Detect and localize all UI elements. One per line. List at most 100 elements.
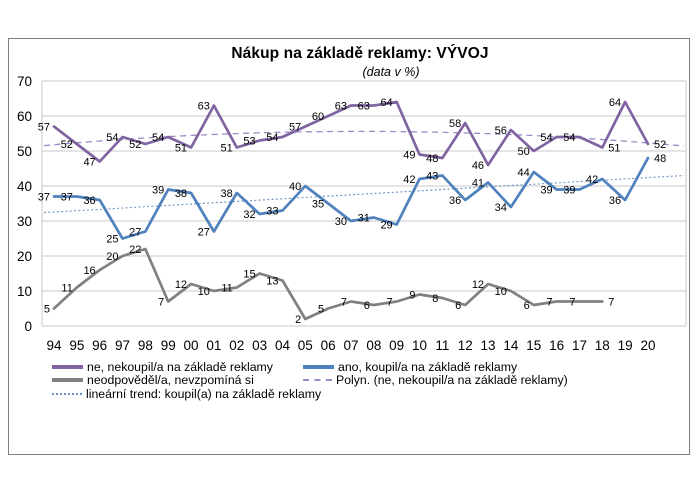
- legend-label-polyn-trend: Polyn. (ne, nekoupil/a na základě reklam…: [336, 373, 568, 387]
- legend-label-ano-koupil: ano, koupil/a na základě reklamy: [338, 360, 518, 374]
- x-axis-tick-label: 20: [640, 338, 655, 353]
- data-label-ano-koupil: 34: [495, 202, 507, 214]
- data-label-ne-nekoupil: 54: [106, 132, 118, 144]
- data-label-ne-nekoupil: 54: [563, 132, 575, 144]
- data-label-neodpovedel: 7: [608, 297, 614, 309]
- data-label-ne-nekoupil: 52: [129, 139, 141, 151]
- data-label-neodpovedel: 9: [409, 290, 415, 302]
- data-label-ano-koupil: 48: [654, 153, 666, 165]
- x-axis-tick-label: 04: [275, 338, 291, 353]
- data-label-ano-koupil: 29: [380, 220, 392, 232]
- data-label-neodpovedel: 13: [266, 276, 278, 288]
- legend-label-neodpovedel: neodpověděl/a, nevzpomíná si: [87, 373, 254, 387]
- x-axis-tick-label: 15: [526, 338, 541, 353]
- data-label-ano-koupil: 44: [518, 167, 530, 179]
- data-label-ne-nekoupil: 46: [472, 160, 484, 172]
- y-axis-tick-label: 40: [17, 179, 32, 194]
- legend-item-linearni-trend: lineární trend: koupil(a) na základě rek…: [52, 387, 321, 401]
- data-label-neodpovedel: 7: [387, 297, 393, 309]
- data-label-ne-nekoupil: 52: [61, 139, 73, 151]
- y-axis-tick-label: 30: [17, 214, 32, 229]
- data-label-ano-koupil: 43: [426, 171, 438, 183]
- data-label-neodpovedel: 12: [175, 279, 187, 291]
- data-label-ano-koupil: 42: [586, 174, 598, 186]
- data-label-ano-koupil: 37: [61, 192, 73, 204]
- x-axis-tick-label: 07: [343, 338, 358, 353]
- data-label-neodpovedel: 12: [472, 279, 484, 291]
- data-label-neodpovedel: 7: [546, 297, 552, 309]
- data-label-ano-koupil: 27: [198, 227, 210, 239]
- trendline-linear: [43, 174, 685, 214]
- data-label-ne-nekoupil: 54: [152, 132, 164, 144]
- x-axis-tick-label: 06: [321, 338, 336, 353]
- data-label-ne-nekoupil: 58: [449, 118, 461, 130]
- data-label-neodpovedel: 15: [243, 269, 255, 281]
- x-axis-tick-label: 98: [138, 338, 153, 353]
- data-label-neodpovedel: 7: [158, 297, 164, 309]
- x-axis-tick-label: 13: [481, 338, 496, 353]
- x-axis-tick-label: 11: [435, 338, 449, 353]
- y-axis-tick-label: 20: [17, 249, 32, 264]
- x-axis-tick-label: 95: [69, 338, 84, 353]
- data-label-ne-nekoupil: 60: [312, 111, 324, 123]
- series-line-ne-nekoupil: [52, 100, 650, 167]
- data-label-neodpovedel: 7: [341, 297, 347, 309]
- x-axis-tick-label: 14: [503, 338, 519, 353]
- data-label-neodpovedel: 8: [432, 293, 438, 305]
- x-axis-tick-label: 18: [595, 338, 610, 353]
- data-label-neodpovedel: 20: [106, 251, 118, 263]
- legend-swatch-ano-koupil-line: [303, 365, 334, 369]
- y-axis-tick-label: 70: [17, 74, 32, 89]
- x-axis-tick-label: 03: [252, 338, 267, 353]
- x-axis-tick-label: 00: [184, 338, 199, 353]
- data-label-ano-koupil: 40: [289, 181, 301, 193]
- legend-swatch-linearni-trend-line: [52, 393, 82, 395]
- legend-swatch-polyn-trend-line: [303, 379, 332, 381]
- data-label-neodpovedel: 6: [455, 300, 461, 312]
- data-label-ne-nekoupil: 63: [198, 101, 210, 113]
- data-label-ne-nekoupil: 50: [518, 146, 530, 158]
- data-label-ano-koupil: 42: [403, 174, 415, 186]
- data-label-ano-koupil: 38: [175, 188, 187, 200]
- legend-label-linearni-trend: lineární trend: koupil(a) na základě rek…: [86, 387, 322, 401]
- data-label-ano-koupil: 35: [312, 199, 324, 211]
- data-label-ano-koupil: 33: [266, 206, 278, 218]
- data-label-ano-koupil: 31: [358, 213, 370, 225]
- x-axis-tick-label: 99: [161, 338, 176, 353]
- data-label-ne-nekoupil: 51: [175, 143, 187, 155]
- data-label-ano-koupil: 38: [221, 188, 233, 200]
- trendline-polynomial: [43, 130, 685, 147]
- x-axis-tick-label: 01: [206, 338, 221, 353]
- chart-subtitle: (data v %): [362, 65, 420, 79]
- x-axis-tick-label: 10: [412, 338, 427, 353]
- data-label-ano-koupil: 27: [129, 227, 141, 239]
- data-label-ne-nekoupil: 56: [495, 125, 507, 137]
- data-label-neodpovedel: 10: [495, 286, 507, 298]
- data-label-neodpovedel: 2: [295, 314, 301, 326]
- x-axis-tick-label: 96: [92, 338, 107, 353]
- data-label-neodpovedel: 5: [44, 304, 50, 316]
- series-line-neodpovedel: [52, 247, 604, 321]
- data-label-neodpovedel: 5: [318, 304, 324, 316]
- data-label-ne-nekoupil: 54: [540, 132, 552, 144]
- series-line-ano-koupil: [52, 156, 650, 240]
- x-axis-tick-label: 19: [618, 338, 633, 353]
- data-label-neodpovedel: 11: [221, 283, 232, 295]
- legend-swatch-ne-nekoupil-line: [52, 365, 83, 369]
- legend-item-ne-nekoupil: ne, nekoupil/a na základě reklamy: [52, 360, 273, 374]
- x-axis-tick-label: 08: [366, 338, 381, 353]
- data-label-ano-koupil: 25: [106, 234, 118, 246]
- data-label-ne-nekoupil: 64: [609, 97, 621, 109]
- legend-label-ne-nekoupil: ne, nekoupil/a na základě reklamy: [87, 360, 273, 374]
- data-label-ano-koupil: 36: [609, 195, 621, 207]
- data-label-ne-nekoupil: 63: [335, 101, 347, 113]
- data-label-ano-koupil: 30: [335, 216, 347, 228]
- data-label-ne-nekoupil: 64: [380, 97, 392, 109]
- legend-item-ano-koupil: ano, koupil/a na základě reklamy: [303, 360, 517, 374]
- data-label-ne-nekoupil: 63: [358, 101, 370, 113]
- data-label-neodpovedel: 16: [83, 265, 95, 277]
- data-label-neodpovedel: 11: [61, 283, 72, 295]
- data-label-ne-nekoupil: 53: [243, 136, 255, 148]
